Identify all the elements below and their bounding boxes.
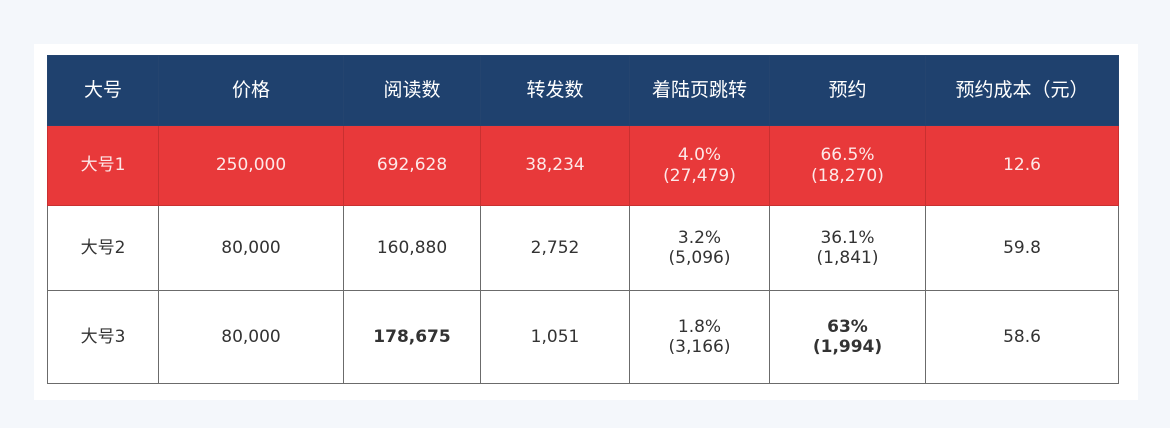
- count: (27,479): [663, 165, 736, 186]
- cell-reads: 692,628: [343, 125, 481, 206]
- cell-booking-cost: 58.6: [925, 290, 1119, 384]
- data-table: 大号 价格 阅读数 转发数 着陆页跳转 预约 预约成本（元） 大号1 250,0…: [47, 55, 1119, 384]
- cell-account: 大号1: [47, 125, 159, 206]
- cell-price: 80,000: [158, 205, 344, 291]
- header-reads: 阅读数: [343, 55, 481, 126]
- cell-bookings: 66.5% (18,270): [769, 125, 926, 206]
- cell-landing-jump: 3.2% (5,096): [629, 205, 770, 291]
- rate: 63%: [827, 316, 868, 337]
- header-bookings: 预约: [769, 55, 926, 126]
- rate: 66.5%: [820, 145, 875, 166]
- cell-landing-jump: 4.0% (27,479): [629, 125, 770, 206]
- rate: 1.8%: [677, 316, 722, 337]
- cell-price: 250,000: [158, 125, 344, 206]
- cell-shares: 1,051: [480, 290, 630, 384]
- header-shares: 转发数: [480, 55, 630, 126]
- cell-price: 80,000: [158, 290, 344, 384]
- cell-account: 大号2: [47, 205, 159, 291]
- rate: 3.2%: [677, 227, 722, 248]
- cell-account: 大号3: [47, 290, 159, 384]
- cell-shares: 2,752: [480, 205, 630, 291]
- cell-shares: 38,234: [480, 125, 630, 206]
- cell-reads: 178,675: [343, 290, 481, 384]
- rate: 36.1%: [820, 227, 875, 248]
- count: (1,994): [812, 337, 883, 357]
- table-row: 大号3 80,000 178,675 1,051 1.8% (3,166) 63%…: [47, 290, 1119, 384]
- cell-bookings: 63% (1,994): [769, 290, 926, 384]
- header-row: 大号 价格 阅读数 转发数 着陆页跳转 预约 预约成本（元）: [47, 55, 1119, 126]
- count: (3,166): [668, 337, 731, 357]
- cell-reads: 160,880: [343, 205, 481, 291]
- count: (18,270): [811, 165, 884, 186]
- header-account: 大号: [47, 55, 159, 126]
- header-price: 价格: [158, 55, 344, 126]
- cell-booking-cost: 12.6: [925, 125, 1119, 206]
- cell-bookings: 36.1% (1,841): [769, 205, 926, 291]
- count: (5,096): [668, 248, 731, 268]
- cell-booking-cost: 59.8: [925, 205, 1119, 291]
- table-row: 大号1 250,000 692,628 38,234 4.0% (27,479) …: [47, 125, 1119, 206]
- header-landing-jump: 着陆页跳转: [629, 55, 770, 126]
- cell-landing-jump: 1.8% (3,166): [629, 290, 770, 384]
- table-row: 大号2 80,000 160,880 2,752 3.2% (5,096) 36.…: [47, 205, 1119, 291]
- header-booking-cost: 预约成本（元）: [925, 55, 1119, 126]
- count: (1,841): [816, 248, 879, 268]
- rate: 4.0%: [677, 145, 722, 166]
